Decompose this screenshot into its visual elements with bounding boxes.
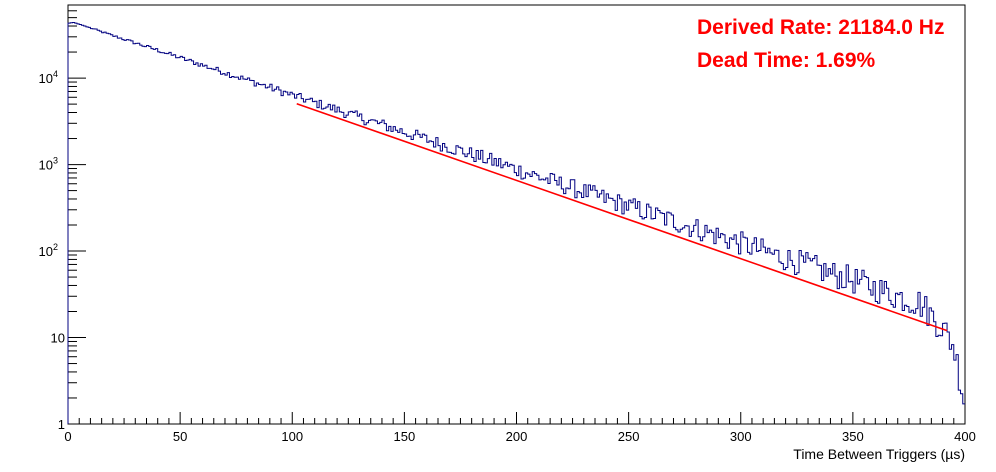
histogram-series <box>67 21 965 424</box>
y-tick-label: 10 <box>51 331 65 346</box>
dead-time-annotation: Dead Time: 1.69% <box>697 49 876 72</box>
x-tick-label: 100 <box>281 429 303 444</box>
x-tick-label: 300 <box>730 429 752 444</box>
y-tick-label: 1 <box>58 417 65 432</box>
y-tick-label: 103 <box>39 156 58 173</box>
x-tick-label: 200 <box>506 429 528 444</box>
x-tick-label: 400 <box>954 429 976 444</box>
x-tick-label: 350 <box>842 429 864 444</box>
y-tick-label: 102 <box>39 242 58 259</box>
x-axis-title: Time Between Triggers (µs) <box>793 446 965 462</box>
fit-line <box>296 102 948 332</box>
y-axis: 1 10 102 103 104 <box>39 4 86 432</box>
y-tick-label: 104 <box>39 69 58 86</box>
x-tick-label: 250 <box>618 429 640 444</box>
x-tick-label: 150 <box>394 429 416 444</box>
derived-rate-annotation: Derived Rate: 21184.0 Hz <box>697 16 944 39</box>
x-tick-label: 0 <box>64 429 71 444</box>
x-tick-label: 50 <box>173 429 187 444</box>
series-group <box>67 21 965 424</box>
x-axis: 0 50 100 150 200 250 300 350 400 <box>64 412 976 444</box>
